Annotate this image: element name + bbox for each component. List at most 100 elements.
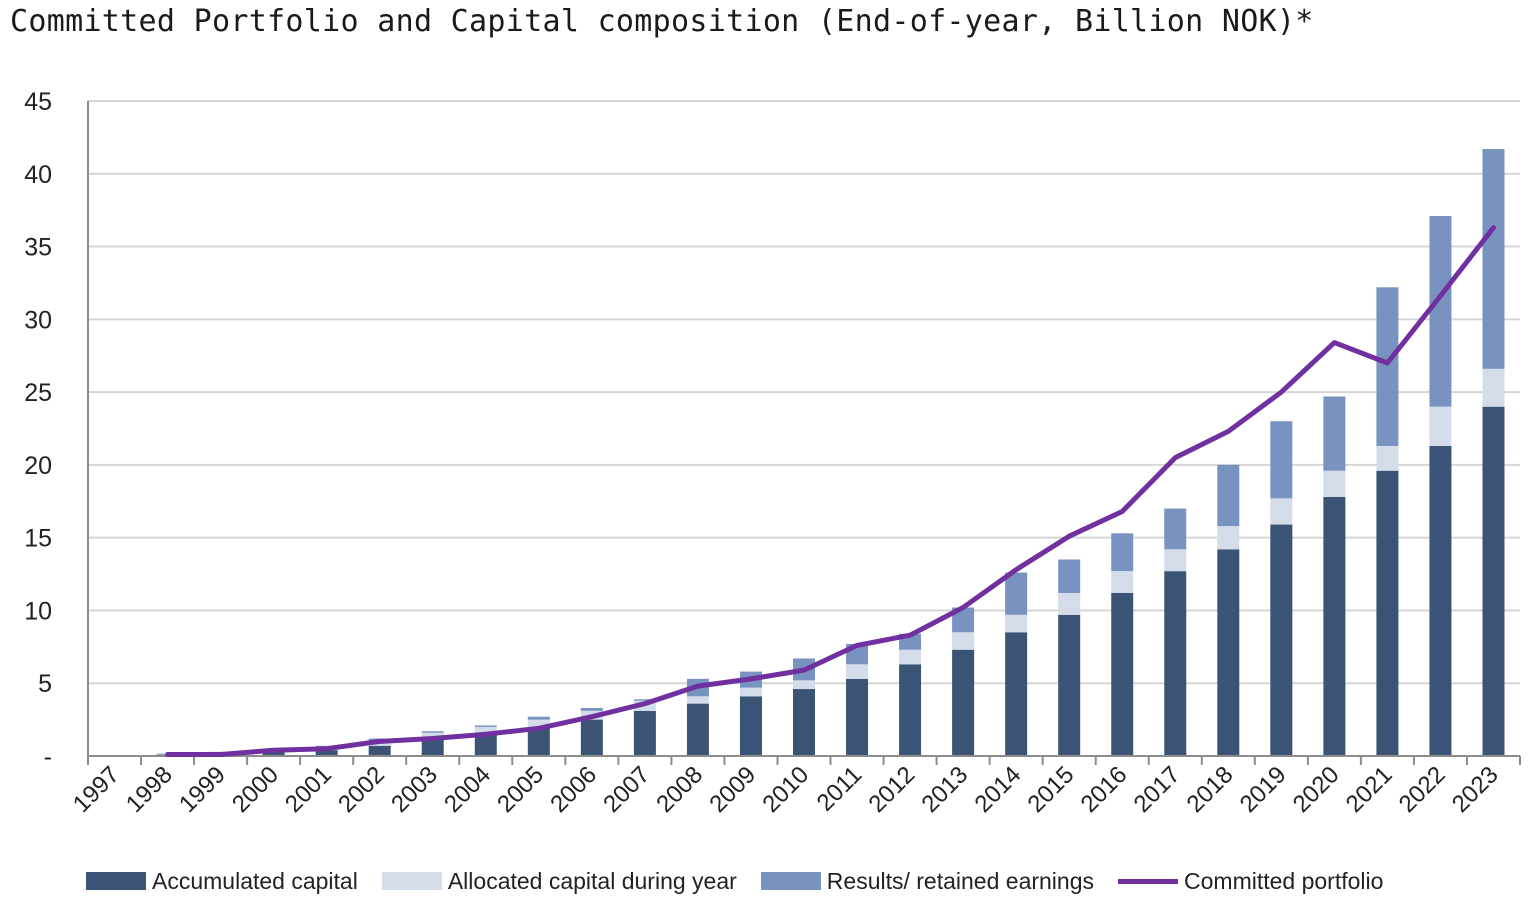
bar-accumulated-capital-2007 (633, 710, 656, 756)
bar-allocated-capital-during-year-2003 (421, 732, 444, 739)
x-tick-label: 2019 (1235, 761, 1292, 818)
y-tick-labels: - 5 10 15 20 25 30 35 40 45 (24, 88, 52, 771)
bar-accumulated-capital-2013 (952, 649, 975, 756)
x-tick-label: 2005 (492, 761, 549, 818)
bar-accumulated-capital-2023 (1482, 406, 1505, 756)
y-tick-label: 25 (24, 379, 52, 407)
line-series (165, 225, 1496, 757)
bar-allocated-capital-during-year-2015 (1058, 592, 1081, 615)
bar-results-retained-earnings-2019 (1270, 421, 1293, 499)
bar-accumulated-capital-2010 (793, 689, 815, 756)
bar-accumulated-capital-2000 (262, 751, 285, 756)
x-tick-label: 2008 (651, 761, 708, 818)
x-tick-label: 2003 (386, 761, 443, 818)
bar-accumulated-capital-2021 (1376, 470, 1399, 756)
bar-results-retained-earnings-2023 (1482, 149, 1505, 369)
x-tick-label: 2017 (1129, 761, 1186, 818)
x-tick-label: 2020 (1288, 761, 1345, 818)
bar-results-retained-earnings-2021 (1376, 287, 1399, 446)
x-tick-label: 1998 (121, 761, 178, 818)
x-tick-label: 2021 (1341, 761, 1398, 818)
axes (87, 101, 1521, 765)
bar-results-retained-earnings-2015 (1058, 559, 1081, 593)
x-tick-label: 1999 (174, 761, 231, 818)
bar-accumulated-capital-2004 (474, 732, 497, 756)
legend-swatch-committed (1118, 878, 1179, 884)
x-tick-label: 2016 (1076, 761, 1133, 818)
bar-results-retained-earnings-2017 (1164, 508, 1187, 550)
y-tick-label: 35 (24, 234, 52, 262)
bar-results-retained-earnings-2020 (1323, 396, 1346, 471)
bar-allocated-capital-during-year-2021 (1376, 445, 1399, 471)
legend-label-allocated: Allocated capital during year (447, 867, 737, 894)
bar-results-retained-earnings-2022 (1429, 215, 1452, 407)
bar-allocated-capital-during-year-2004 (474, 726, 497, 733)
bar-accumulated-capital-2006 (580, 719, 603, 756)
legend-item-committed: Committed portfolio (1118, 868, 1383, 895)
x-tick-label: 2014 (970, 761, 1027, 818)
bar-results-retained-earnings-2003 (421, 731, 444, 733)
gridlines (88, 100, 1520, 685)
legend-label-results: Results/ retained earnings (826, 867, 1095, 894)
bar-allocated-capital-during-year-2017 (1164, 549, 1187, 572)
bar-results-retained-earnings-2006 (580, 707, 603, 711)
x-tick-label: 2012 (863, 761, 920, 818)
legend-label-committed: Committed portfolio (1184, 867, 1384, 894)
legend-item-allocated: Allocated capital during year (381, 867, 737, 895)
x-tick-labels: 1997199819992000200120022003200420052006… (68, 761, 1504, 818)
bar-accumulated-capital-2002 (368, 745, 391, 756)
bar-accumulated-capital-2001 (315, 750, 338, 756)
bars (156, 149, 1505, 756)
bar-results-retained-earnings-2014 (1005, 572, 1028, 615)
bar-results-retained-earnings-2005 (527, 716, 550, 720)
y-tick-label: 20 (24, 452, 52, 480)
bar-accumulated-capital-2011 (846, 678, 869, 756)
legend-swatch-results (760, 872, 821, 890)
bar-results-retained-earnings-2016 (1111, 533, 1134, 572)
bar-accumulated-capital-2018 (1217, 549, 1240, 756)
legend: Accumulated capital Allocated capital du… (86, 864, 1407, 898)
x-tick-label: 2011 (812, 761, 868, 817)
y-tick-label: 5 (38, 670, 52, 698)
bar-allocated-capital-during-year-2022 (1429, 406, 1452, 446)
bar-allocated-capital-during-year-2013 (952, 632, 975, 650)
x-tick-label: 2022 (1394, 761, 1451, 818)
x-tick-label: 2015 (1023, 761, 1080, 818)
chart-title: Committed Portfolio and Capital composit… (10, 4, 1314, 39)
bar-accumulated-capital-2012 (899, 664, 922, 756)
bar-allocated-capital-during-year-2023 (1482, 368, 1505, 407)
x-tick-label: 2013 (917, 761, 974, 818)
x-tick-label: 2023 (1447, 761, 1504, 818)
bar-results-retained-earnings-2004 (474, 725, 497, 727)
legend-swatch-allocated (381, 872, 442, 890)
legend-item-accumulated: Accumulated capital (86, 868, 358, 895)
x-tick-label: 2006 (545, 761, 602, 818)
bar-accumulated-capital-2019 (1270, 524, 1293, 756)
bar-results-retained-earnings-2013 (952, 607, 975, 633)
bar-accumulated-capital-2014 (1005, 632, 1028, 756)
y-tick-label: 45 (24, 88, 52, 116)
bar-accumulated-capital-2003 (421, 738, 444, 756)
x-tick-label: 2010 (757, 761, 814, 818)
bar-allocated-capital-during-year-2016 (1111, 571, 1134, 593)
bar-allocated-capital-during-year-2020 (1323, 470, 1346, 497)
x-tick-label: 2018 (1182, 761, 1239, 818)
bar-allocated-capital-during-year-2008 (686, 696, 709, 704)
x-tick-label: 1997 (68, 761, 125, 818)
y-tick-label: 10 (24, 597, 52, 625)
y-tick-label: 30 (24, 306, 52, 334)
y-tick-label: - (44, 743, 52, 771)
bar-accumulated-capital-2016 (1111, 592, 1134, 756)
bar-accumulated-capital-2022 (1429, 445, 1452, 756)
legend-item-results: Results/ retained earnings (760, 867, 1095, 895)
legend-swatch-accumulated (86, 872, 146, 890)
bar-allocated-capital-during-year-2011 (846, 664, 869, 679)
bar-allocated-capital-during-year-2014 (1005, 614, 1028, 633)
bar-accumulated-capital-2005 (527, 728, 550, 756)
bar-allocated-capital-during-year-2012 (899, 649, 922, 665)
x-tick-label: 2004 (439, 761, 496, 818)
y-tick-label: 15 (24, 525, 52, 553)
bar-results-retained-earnings-2018 (1217, 464, 1240, 527)
y-tick-label: 40 (24, 161, 52, 189)
bar-allocated-capital-during-year-2019 (1270, 498, 1293, 525)
